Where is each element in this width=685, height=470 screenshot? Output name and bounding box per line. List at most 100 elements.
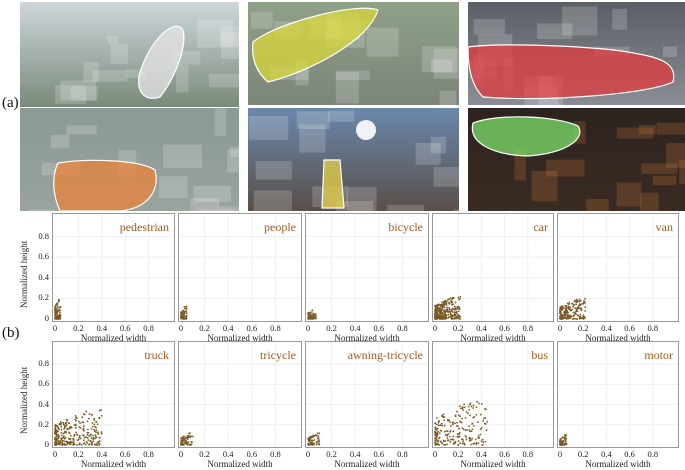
data-point [79,422,81,424]
data-point [93,428,95,431]
data-point [310,436,312,439]
x-tick-label: 0.8 [270,323,281,333]
data-point [60,423,62,426]
data-point [90,443,93,446]
data-point [565,437,568,440]
plot-frame [432,341,554,448]
data-point [451,438,454,441]
data-point [59,437,62,440]
data-point [78,442,81,445]
data-point [563,442,565,445]
data-point [476,400,478,403]
x-axis-label: Normalized width [585,333,651,343]
x-tick-label: 0.6 [120,323,131,333]
data-point [446,310,449,313]
x-tick-label: 0.2 [73,323,84,333]
data-point [437,424,440,427]
data-point [449,421,452,424]
x-tick-label: 0.6 [246,323,257,333]
data-point [582,314,585,317]
data-point [57,435,60,438]
data-point [437,430,439,433]
data-point [454,301,457,304]
data-point [93,417,96,420]
data-point [472,442,475,445]
data-point [87,431,90,434]
x-tick-label: 0.4 [476,449,487,459]
data-point [82,442,85,445]
data-point [458,435,461,438]
data-point [55,424,58,427]
data-point [460,407,462,410]
data-point [76,444,79,446]
data-point [100,431,103,433]
data-point [184,310,186,313]
x-tick-label: 0 [433,323,437,333]
data-point [185,307,188,309]
data-point [69,440,72,443]
data-point [456,421,458,424]
data-point [465,411,468,413]
data-point [446,439,449,442]
data-point [441,442,444,445]
data-point [575,303,578,306]
scatter-chart-motor: motor 0 0.2 0.4 0.6 0.8 Normalized width [557,341,679,470]
data-point [186,435,189,437]
data-point [66,443,68,446]
y-axis-label: Normalized height [19,366,29,434]
x-axis-label: Normalized width [334,333,400,343]
data-point [54,440,57,443]
data-point [469,414,471,417]
scatter-chart-truck: truck 0 0.2 0.4 0.6 0.8 Normalized width [52,341,175,470]
data-point [62,421,65,424]
data-point [443,419,446,422]
data-point [75,416,77,419]
y-tick-label: 0.4 [38,271,49,282]
data-point [60,425,62,428]
data-point [68,426,71,429]
data-point [188,434,190,437]
data-point [186,438,189,441]
data-point [564,440,567,443]
scatter-chart-van: van 0 0.2 0.4 0.6 0.8 Normalized width [557,213,679,344]
data-point [575,307,577,310]
data-point [435,427,437,430]
x-tick-label: 0.6 [373,449,384,459]
data-point [562,436,564,439]
data-point [449,440,452,443]
x-axis-label: Normalized width [81,459,147,469]
data-point [437,421,440,424]
data-point [475,442,478,444]
data-point [92,434,94,437]
data-point [482,417,485,420]
data-point [470,405,473,408]
data-point [61,439,64,442]
data-point [68,438,71,440]
data-point [80,444,83,446]
data-point [318,432,321,435]
data-point [436,305,439,308]
y-tick-label: 0 [44,439,49,449]
data-point [309,443,312,446]
data-point [311,309,314,312]
data-point [86,437,89,440]
data-point [311,441,314,443]
data-point [95,431,97,434]
data-point [443,430,446,433]
data-point [81,434,84,436]
data-point [54,427,57,430]
data-point [443,306,446,309]
data-point [457,444,460,446]
x-tick-label: 0 [179,323,183,333]
data-point [57,427,60,429]
x-tick-label: 0.4 [601,449,612,459]
data-point [74,423,77,426]
highlighted-region [468,44,675,100]
plot-frame [52,213,175,322]
data-point [575,317,578,320]
plot-frame [432,213,554,322]
data-point [572,305,575,308]
data-point [466,429,468,431]
data-point [464,429,467,431]
data-point [75,433,78,436]
